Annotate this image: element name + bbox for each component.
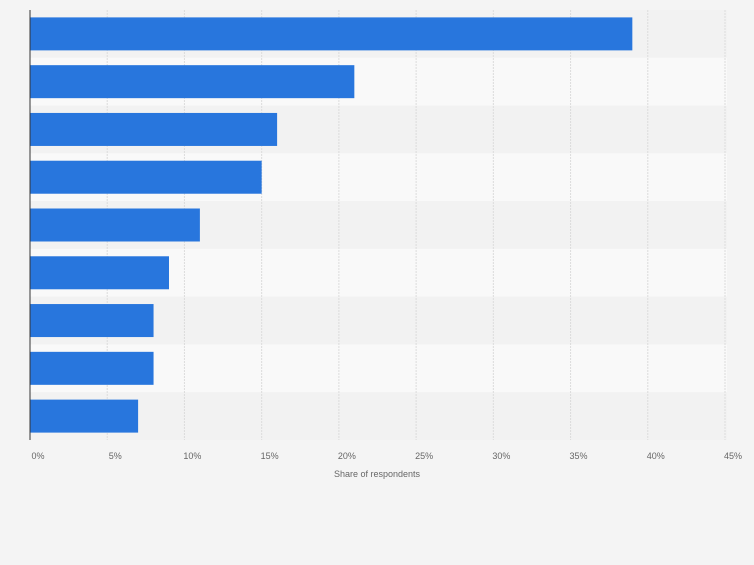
bar [30, 160, 262, 194]
x-axis-label: Share of respondents [334, 469, 421, 479]
bar [30, 208, 200, 242]
bars [30, 17, 633, 433]
x-tick-label: 15% [261, 451, 279, 461]
bar [30, 304, 154, 338]
bar [30, 399, 139, 433]
x-tick-label: 45% [724, 451, 742, 461]
bar [30, 351, 154, 385]
x-tick-label: 30% [492, 451, 510, 461]
x-tick-labels: 0% 5% 10% 15% 20% 25% 30% 35% 40% 45% [31, 451, 742, 461]
bar [30, 65, 355, 99]
x-tick-label: 40% [647, 451, 665, 461]
x-tick-label: 5% [109, 451, 122, 461]
bar [30, 112, 278, 146]
row-band [30, 392, 727, 440]
x-tick-label: 25% [415, 451, 433, 461]
x-tick-label: 0% [31, 451, 44, 461]
x-tick-label: 10% [183, 451, 201, 461]
x-tick-label: 20% [338, 451, 356, 461]
bar [30, 256, 169, 290]
x-tick-label: 35% [570, 451, 588, 461]
bar [30, 17, 633, 51]
